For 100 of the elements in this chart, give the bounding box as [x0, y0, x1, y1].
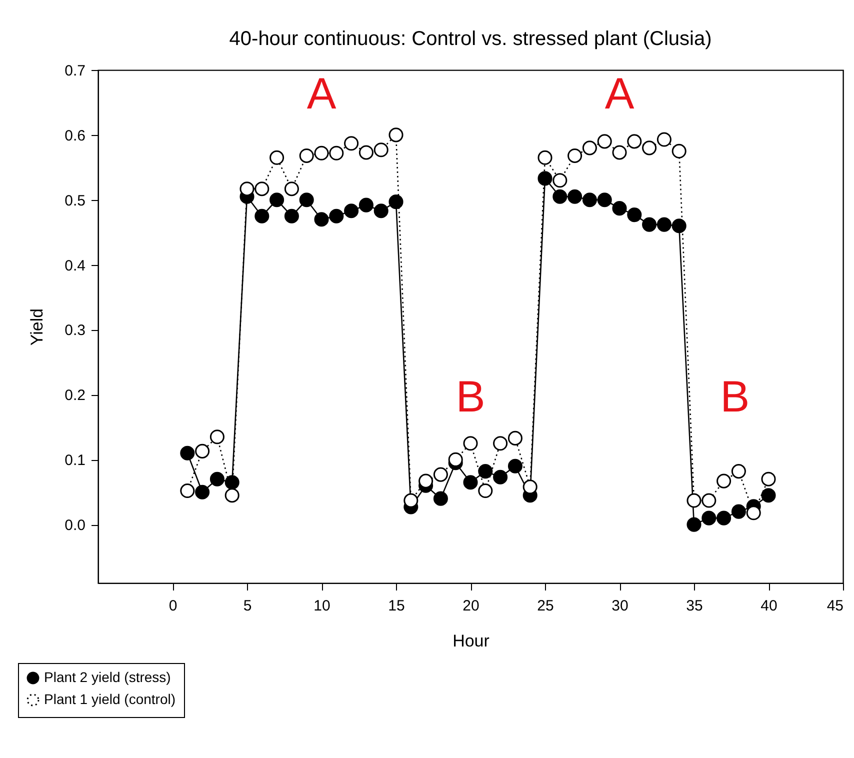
point	[388, 128, 404, 142]
y-tick-label: 0.2	[64, 387, 86, 404]
point	[508, 458, 522, 474]
point	[612, 145, 627, 160]
point	[597, 134, 612, 149]
x-tick-label: 40	[760, 598, 778, 614]
y-axis-title: Yield	[28, 308, 47, 346]
point	[478, 464, 493, 479]
point	[731, 464, 746, 479]
point	[210, 472, 224, 486]
x-tick-label: 15	[388, 598, 405, 614]
point	[642, 140, 657, 156]
x-tick-label: 30	[612, 598, 628, 614]
point	[270, 150, 284, 165]
point	[716, 510, 732, 526]
annotation: A	[306, 70, 337, 119]
chart-title: 40-hour continuous: Control vs. stressed plant (Clusia)	[229, 28, 712, 50]
y-tick-label: 0.6	[64, 127, 86, 144]
point	[180, 446, 195, 460]
point	[493, 470, 508, 484]
point	[582, 140, 597, 156]
point	[433, 467, 448, 482]
x-tick-label: 35	[686, 598, 703, 614]
point	[448, 452, 463, 467]
point	[582, 192, 597, 208]
annotation: B	[720, 372, 750, 422]
y-tick-label: 0.7	[64, 62, 86, 80]
point	[329, 146, 344, 160]
point	[433, 491, 448, 506]
legend-label: Plant 2 yield (stress)	[44, 669, 171, 685]
point	[656, 132, 672, 147]
point	[195, 484, 210, 500]
point	[358, 198, 374, 212]
point	[493, 436, 508, 451]
point	[254, 182, 270, 196]
point	[374, 142, 388, 158]
x-tick-label: 20	[462, 598, 480, 614]
point	[627, 208, 642, 222]
point	[344, 136, 359, 151]
point	[642, 217, 657, 232]
y-tick-label: 0.4	[64, 257, 86, 274]
point	[224, 475, 240, 490]
point	[478, 484, 493, 498]
point	[270, 192, 284, 208]
point	[672, 218, 686, 234]
point	[299, 192, 314, 208]
x-axis-title: Hour	[452, 632, 490, 650]
point	[538, 150, 552, 165]
point	[314, 212, 329, 227]
point	[240, 182, 254, 196]
point	[522, 480, 538, 494]
point	[374, 204, 388, 218]
point	[284, 182, 299, 196]
point	[358, 145, 374, 160]
point	[508, 430, 522, 446]
point	[702, 493, 716, 508]
x-tick-label: 5	[243, 598, 252, 614]
point	[329, 208, 344, 224]
point	[552, 173, 568, 188]
point	[344, 204, 359, 218]
point	[404, 493, 418, 508]
legend-label: Plant 1 yield (control)	[44, 691, 176, 707]
point	[224, 488, 240, 503]
point	[731, 504, 746, 519]
x-tick-label: 10	[314, 598, 330, 614]
point	[195, 444, 210, 458]
point	[210, 430, 224, 444]
y-tick-label: 0.0	[64, 517, 86, 534]
x-tick-label: 25	[537, 598, 554, 614]
point	[686, 517, 702, 532]
point	[180, 484, 195, 498]
point	[702, 510, 716, 526]
annotation: B	[456, 372, 486, 422]
point	[254, 208, 270, 224]
point	[299, 148, 314, 163]
point	[656, 217, 672, 232]
point	[716, 474, 732, 488]
point	[552, 189, 568, 204]
point	[284, 208, 299, 224]
point	[612, 201, 627, 216]
annotation: A	[604, 70, 635, 119]
point	[388, 194, 404, 210]
point	[463, 436, 478, 451]
point	[761, 488, 776, 503]
point	[418, 474, 434, 488]
point	[746, 506, 761, 520]
x-tick-label: 0	[168, 598, 178, 614]
point	[538, 171, 552, 186]
x-tick-label: 45	[826, 598, 844, 614]
point	[568, 148, 582, 163]
point	[672, 144, 686, 158]
y-tick-label: 0.1	[64, 452, 86, 470]
point	[314, 146, 329, 160]
point	[568, 189, 582, 204]
point	[597, 192, 612, 208]
point	[627, 134, 642, 149]
point	[761, 472, 776, 486]
point	[686, 493, 702, 508]
point	[463, 475, 478, 490]
y-tick-label: 0.3	[64, 322, 86, 340]
